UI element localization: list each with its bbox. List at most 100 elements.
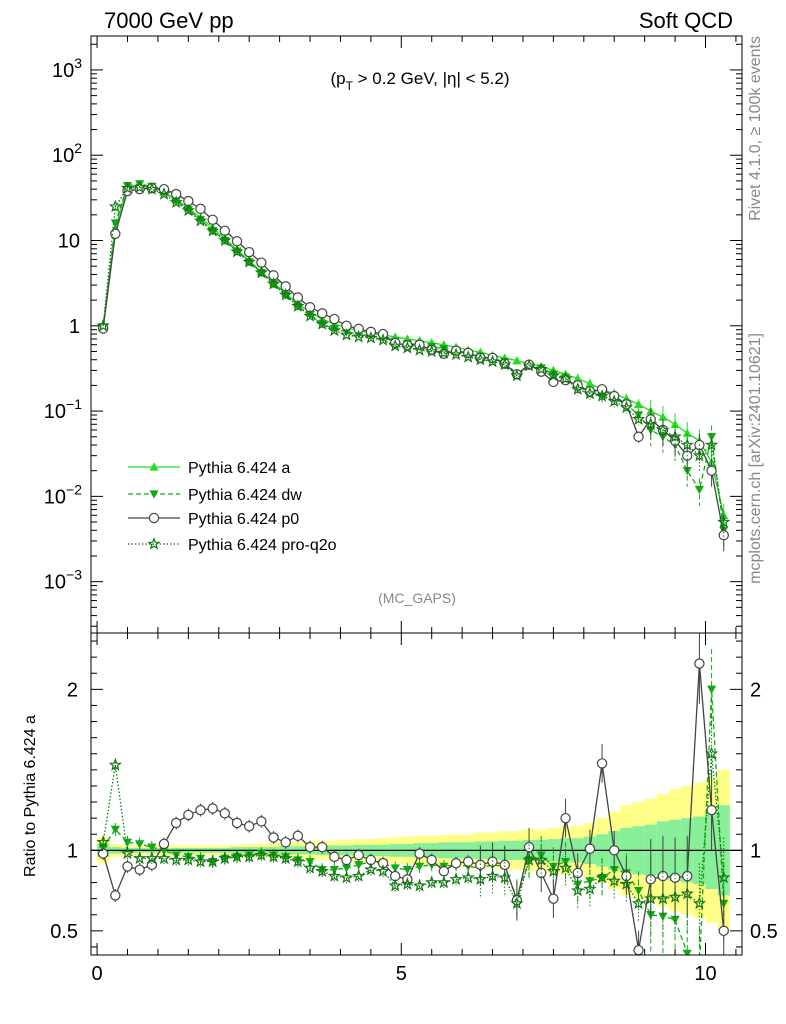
header-right: Soft QCD — [639, 8, 733, 33]
ratio-point-q2o — [169, 852, 183, 866]
ratio-point-q2o — [339, 870, 354, 884]
main-point-q2o — [656, 422, 670, 436]
main-point-q2o — [607, 394, 621, 408]
ratio-point-dw — [706, 685, 717, 694]
ratio-point-q2o — [388, 878, 402, 892]
ratio-point-p0 — [596, 758, 608, 769]
main-y-tick-label-base: 10 — [44, 486, 66, 508]
main-point-p0 — [219, 225, 231, 236]
main-point-q2o — [254, 265, 269, 279]
ratio-point-q2o — [704, 746, 719, 760]
main-point-q2o — [388, 338, 402, 352]
main-line-dw — [102, 183, 725, 531]
legend-marker-p0 — [148, 512, 160, 524]
ratio-point-q2o — [583, 881, 597, 895]
ratio-point-q2o — [376, 864, 390, 877]
legend-entry-q2o: Pythia 6.424 pro-q2o — [128, 536, 337, 554]
main-point-a — [633, 399, 644, 409]
main-point-q2o — [230, 244, 244, 258]
ratio-point-q2o — [461, 870, 475, 884]
ratio-point-q2o — [595, 870, 609, 884]
main-y-tick-label-exp: 3 — [74, 55, 82, 71]
main-line-q2o — [102, 186, 725, 523]
ratio-point-p0 — [353, 850, 364, 861]
x-tick-label: 10 — [694, 963, 716, 985]
ratio-point-p0 — [438, 866, 450, 877]
ratio-point-q2o — [717, 870, 731, 884]
legend-label-a: Pythia 6.424 a — [188, 460, 290, 477]
ratio-point-dw — [268, 851, 279, 860]
main-point-dw — [706, 433, 717, 442]
main-y-tick-label-exp: −3 — [66, 567, 82, 583]
ratio-series-p0 — [97, 633, 729, 955]
main-y-tick-label-base: 10 — [52, 145, 74, 167]
ratio-point-p0 — [292, 830, 304, 841]
main-point-q2o — [534, 362, 548, 375]
main-point-q2o — [571, 382, 585, 395]
ratio-point-dw — [414, 862, 425, 872]
ratio-point-p0 — [329, 851, 340, 862]
ratio-point-dw — [317, 865, 327, 875]
main-point-q2o — [291, 299, 305, 312]
ratio-point-p0 — [195, 804, 206, 816]
ratio-point-q2o — [400, 877, 415, 890]
ratio-point-p0 — [718, 925, 729, 936]
main-y-tick-label-exp: 2 — [74, 140, 82, 156]
ratio-point-p0 — [560, 813, 571, 824]
ratio-point-q2o — [193, 854, 208, 868]
main-y-tick-label-base: 10 — [44, 401, 66, 423]
main-point-q2o — [120, 181, 135, 194]
main-point-q2o — [181, 203, 196, 217]
ratio-point-p0 — [523, 841, 535, 853]
main-point-q2o — [266, 276, 281, 290]
main-point-a — [573, 374, 583, 383]
ratio-point-p0 — [304, 841, 316, 853]
legend-marker-dw — [149, 490, 159, 499]
ratio-point-q2o — [108, 758, 123, 771]
ratio-point-q2o — [230, 849, 244, 863]
main-point-q2o — [461, 350, 475, 363]
main-point-q2o — [631, 412, 646, 426]
main-point-q2o — [400, 340, 415, 354]
ratio-point-p0 — [694, 658, 705, 669]
ratio-point-p0 — [414, 848, 425, 859]
ratio-point-q2o — [449, 872, 463, 886]
ratio-point-dw — [135, 840, 145, 849]
main-point-q2o — [169, 195, 183, 209]
ratio-point-p0 — [499, 859, 510, 870]
ratio-point-p0 — [572, 867, 583, 879]
ratio-point-p0 — [584, 843, 596, 854]
ratio-point-p0 — [207, 803, 218, 814]
main-point-dw — [110, 219, 120, 228]
ratio-point-p0 — [170, 817, 182, 829]
main-point-q2o — [546, 368, 561, 382]
ratio-point-p0 — [682, 870, 693, 882]
ratio-point-p0 — [377, 858, 389, 869]
main-point-q2o — [473, 352, 488, 366]
main-point-q2o — [558, 371, 573, 385]
cut-annotation-sub: T — [346, 79, 354, 93]
main-point-p0 — [341, 320, 352, 331]
main-y-tick-label: 10−3 — [44, 567, 82, 594]
main-point-a — [682, 428, 692, 437]
main-y-tick-label-base: 10 — [52, 60, 74, 82]
main-point-q2o — [193, 213, 208, 227]
main-point-a — [512, 356, 522, 365]
main-point-a — [585, 379, 595, 388]
main-point-q2o — [510, 368, 524, 382]
x-tick-label: 0 — [92, 963, 103, 985]
main-point-p0 — [243, 247, 255, 258]
ratio-point-q2o — [485, 869, 500, 882]
ratio-ylabel: Ratio to Pythia 6.424 a — [22, 715, 39, 877]
main-point-q2o — [108, 199, 123, 213]
main-point-p0 — [183, 195, 194, 207]
main-point-p0 — [304, 302, 316, 313]
ratio-point-p0 — [158, 838, 170, 850]
ratio-y-tick-label: 1 — [67, 840, 78, 862]
main-point-q2o — [327, 323, 342, 337]
ratio-point-dw — [244, 851, 254, 860]
main-point-p0 — [316, 308, 328, 319]
main-point-q2o — [717, 515, 731, 528]
